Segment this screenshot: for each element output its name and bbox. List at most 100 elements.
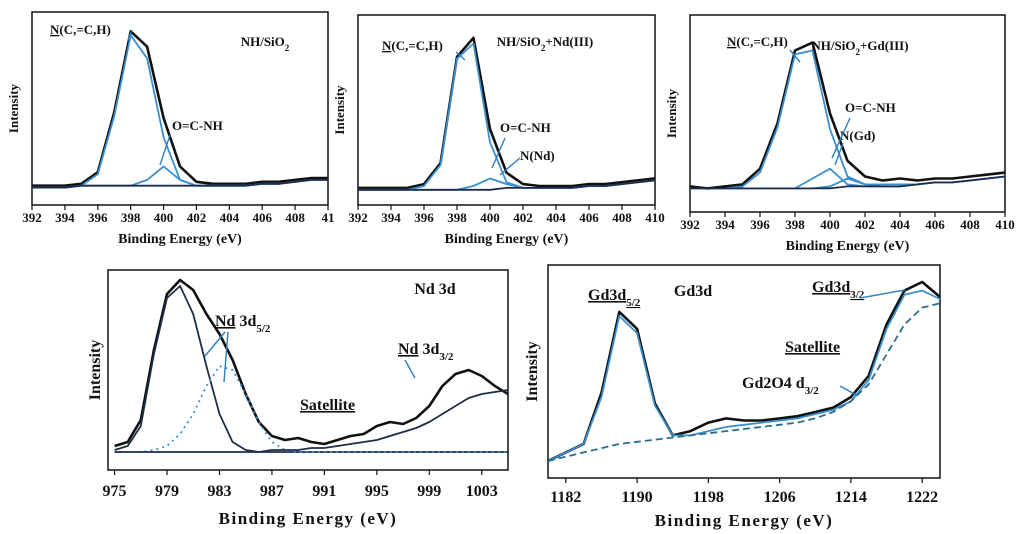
text-part: 5/2 bbox=[626, 297, 641, 309]
x-tick-label: 400 bbox=[154, 210, 174, 225]
annotation: N(C,=C,H) bbox=[727, 34, 788, 49]
text-part: 2 bbox=[285, 43, 290, 53]
x-tick-label: 1198 bbox=[693, 489, 724, 506]
spectrum-line bbox=[358, 42, 655, 191]
x-tick-label: 975 bbox=[103, 483, 127, 500]
leader-line bbox=[834, 142, 844, 166]
x-tick-label: 41 bbox=[322, 210, 335, 225]
x-tick-label: 1222 bbox=[906, 489, 938, 506]
plot-frame bbox=[107, 269, 509, 471]
x-tick-label: 402 bbox=[187, 210, 207, 225]
annotation: Nd 3d3/2 bbox=[398, 341, 454, 363]
panel-title: NH/SiO2+Gd(III) bbox=[811, 38, 908, 57]
x-tick-label: 406 bbox=[579, 210, 599, 225]
x-tick-label: 979 bbox=[155, 483, 179, 500]
x-tick-label: 396 bbox=[750, 217, 770, 232]
text-part: NH/SiO bbox=[241, 34, 285, 49]
text-part: 3/2 bbox=[805, 385, 820, 397]
x-tick-label: 394 bbox=[381, 210, 401, 225]
x-tick-label: 1214 bbox=[835, 489, 867, 506]
y-axis-label: Intensity bbox=[524, 341, 541, 401]
text-part: +Nd(III) bbox=[545, 34, 593, 49]
x-tick-label: 410 bbox=[995, 217, 1015, 232]
panel-title: NH/SiO2 bbox=[241, 34, 290, 53]
x-tick-label: 1206 bbox=[764, 489, 796, 506]
annotation: Nd 3d5/2 bbox=[215, 313, 271, 335]
leader-line bbox=[159, 134, 171, 166]
x-axis-label: Binding Energy (eV) bbox=[655, 511, 834, 530]
x-tick-label: 406 bbox=[252, 210, 272, 225]
x-axis-label: Binding Energy (eV) bbox=[445, 232, 569, 247]
leader-line bbox=[404, 359, 416, 379]
spectrum-line bbox=[690, 175, 1005, 190]
x-tick-label: 404 bbox=[890, 217, 910, 232]
spectrum-line bbox=[358, 179, 655, 191]
x-tick-label: 999 bbox=[417, 483, 441, 500]
text-part: NH/SiO bbox=[811, 38, 855, 53]
x-tick-label: 394 bbox=[715, 217, 735, 232]
leader-line bbox=[455, 51, 466, 61]
annotation: Satellite bbox=[300, 397, 355, 414]
x-tick-label: 392 bbox=[680, 217, 700, 232]
text-part: (C,=C,H) bbox=[391, 38, 442, 53]
text-part: Gd3d bbox=[588, 287, 626, 304]
spectrum-line bbox=[548, 280, 940, 463]
leader-line bbox=[499, 157, 521, 176]
x-tick-label: 392 bbox=[348, 210, 368, 225]
text-part: Gd3d bbox=[674, 283, 712, 300]
x-tick-label: 406 bbox=[925, 217, 945, 232]
annotation: Gd3d3/2 bbox=[812, 279, 865, 301]
spectrum-line bbox=[690, 41, 1005, 190]
x-axis-label: Binding Energy (eV) bbox=[786, 239, 910, 254]
leader-line bbox=[204, 331, 226, 357]
spectrum-line bbox=[32, 179, 328, 189]
text-part: O=C-NH bbox=[845, 100, 896, 115]
text-part: (C,=C,H) bbox=[736, 34, 787, 49]
leader-line bbox=[491, 137, 506, 169]
leader-line bbox=[831, 117, 851, 159]
x-tick-label: 394 bbox=[55, 210, 75, 225]
x-tick-label: 983 bbox=[207, 483, 231, 500]
x-tick-label: 1003 bbox=[466, 483, 498, 500]
annotation: N(C,=C,H) bbox=[382, 38, 443, 53]
text-part: Nd 3d bbox=[414, 281, 455, 298]
x-tick-label: 1190 bbox=[622, 489, 653, 506]
text-part: O=C-NH bbox=[172, 118, 223, 133]
text-part: Nd bbox=[398, 341, 419, 358]
y-axis-label: Intensity bbox=[87, 340, 104, 400]
y-axis-label: Intensity bbox=[6, 83, 21, 133]
leader-line bbox=[859, 289, 906, 299]
text-part: O=C-NH bbox=[500, 120, 551, 135]
text-part: N bbox=[50, 22, 60, 37]
x-tick-label: 398 bbox=[785, 217, 805, 232]
x-axis-label: Binding Energy (eV) bbox=[118, 232, 242, 247]
plot-frame bbox=[31, 11, 329, 206]
x-tick-label: 995 bbox=[365, 483, 389, 500]
text-part: N bbox=[382, 38, 392, 53]
spectrum-line bbox=[32, 30, 328, 187]
text-part: Nd bbox=[215, 313, 236, 330]
y-axis-label: Intensity bbox=[332, 85, 347, 135]
x-tick-label: 404 bbox=[220, 210, 240, 225]
annotation: Gd2O4 d3/2 bbox=[742, 375, 819, 397]
x-tick-label: 991 bbox=[312, 483, 336, 500]
x-tick-label: 400 bbox=[480, 210, 500, 225]
spectrum-line bbox=[358, 36, 655, 190]
text-part: Satellite bbox=[300, 397, 355, 414]
spectrum-line bbox=[548, 302, 940, 462]
text-part: 3d bbox=[418, 341, 439, 358]
annotation: O=C-NH bbox=[845, 100, 896, 115]
leader-line bbox=[789, 49, 801, 63]
x-tick-label: 396 bbox=[88, 210, 108, 225]
spectrum-line bbox=[114, 285, 508, 453]
text-part: 3d bbox=[235, 313, 256, 330]
annotation: N(C,=C,H) bbox=[50, 22, 111, 37]
x-tick-label: 402 bbox=[513, 210, 533, 225]
text-part: NH/SiO bbox=[497, 34, 541, 49]
text-part: 2 bbox=[855, 47, 860, 57]
x-tick-label: 398 bbox=[121, 210, 141, 225]
text-part: 3/2 bbox=[850, 289, 865, 301]
x-tick-label: 398 bbox=[447, 210, 467, 225]
leader-line bbox=[127, 29, 133, 41]
